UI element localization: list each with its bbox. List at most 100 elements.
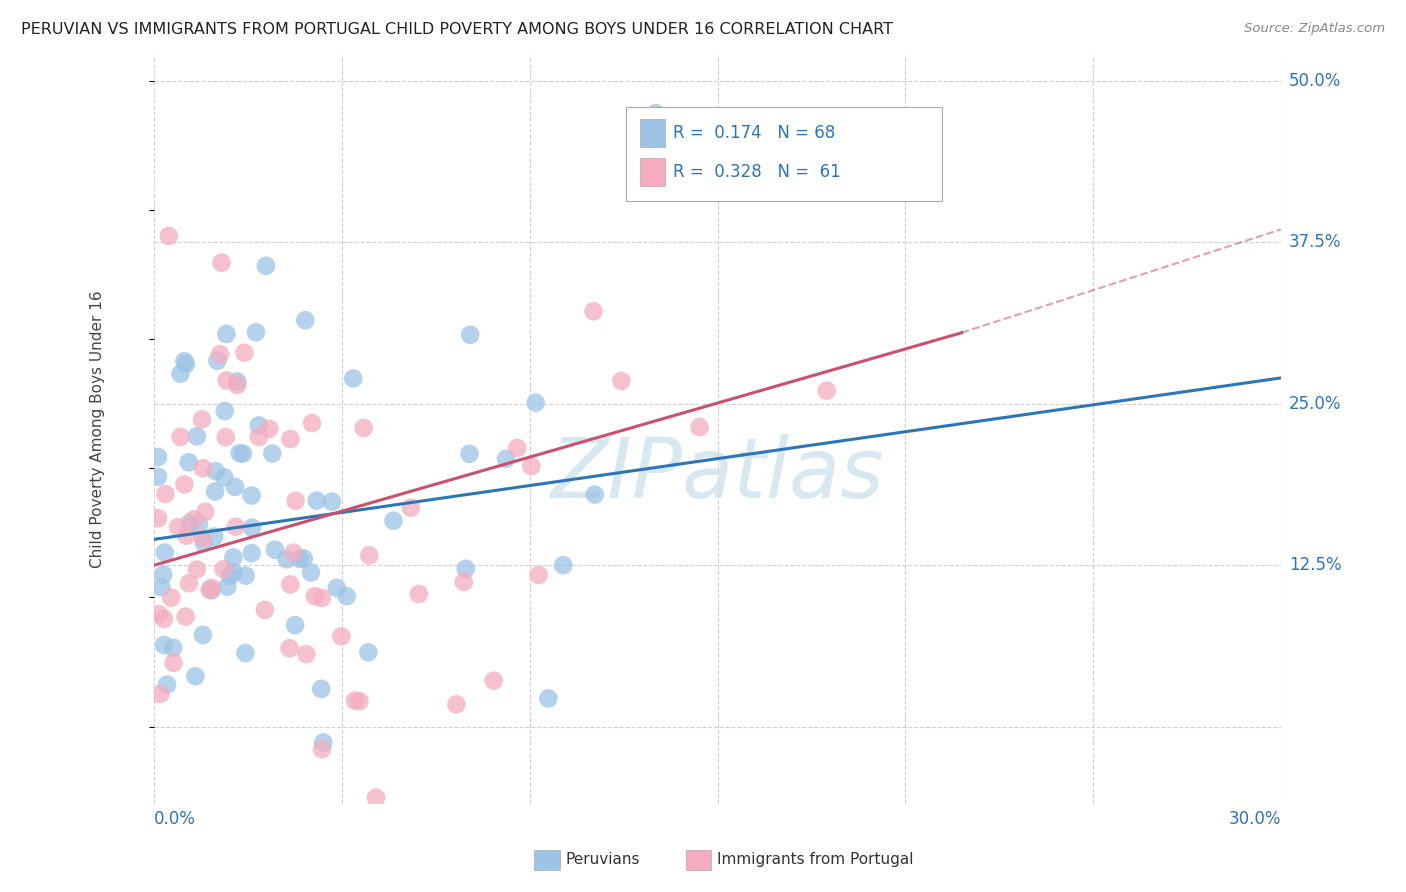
Point bbox=[253, 603, 276, 617]
Text: Immigrants from Portugal: Immigrants from Portugal bbox=[717, 853, 914, 867]
Point bbox=[186, 429, 208, 443]
Point bbox=[311, 742, 333, 756]
Point bbox=[382, 514, 405, 528]
Point bbox=[146, 450, 169, 464]
Point bbox=[204, 464, 226, 478]
Point bbox=[219, 569, 242, 583]
Text: 12.5%: 12.5% bbox=[1289, 556, 1341, 574]
Point bbox=[254, 259, 277, 273]
Point bbox=[176, 529, 198, 543]
Point bbox=[689, 420, 711, 434]
Point bbox=[278, 641, 301, 656]
Point bbox=[610, 374, 633, 388]
Point bbox=[815, 384, 838, 398]
Point bbox=[553, 558, 575, 573]
Point bbox=[184, 669, 207, 683]
Point bbox=[173, 477, 195, 491]
Point bbox=[495, 451, 517, 466]
Point bbox=[153, 612, 176, 626]
Point bbox=[226, 375, 249, 389]
Text: 25.0%: 25.0% bbox=[1289, 395, 1341, 413]
Point bbox=[150, 580, 173, 594]
Point bbox=[146, 511, 169, 525]
Point bbox=[222, 566, 245, 580]
Text: Peruvians: Peruvians bbox=[565, 853, 640, 867]
Point bbox=[284, 493, 307, 508]
Point bbox=[207, 353, 229, 368]
Point bbox=[233, 345, 256, 359]
Point bbox=[454, 562, 477, 576]
Point bbox=[359, 549, 381, 563]
Point bbox=[312, 735, 335, 749]
Text: 30.0%: 30.0% bbox=[1229, 811, 1281, 829]
Point bbox=[284, 618, 307, 632]
Point bbox=[194, 505, 217, 519]
Point bbox=[330, 629, 353, 643]
Point bbox=[453, 574, 475, 589]
Point bbox=[537, 691, 560, 706]
Point bbox=[301, 416, 323, 430]
Point bbox=[152, 567, 174, 582]
Point bbox=[292, 551, 315, 566]
Point bbox=[240, 488, 263, 502]
Point bbox=[321, 494, 343, 508]
Point bbox=[177, 455, 200, 469]
Text: R =  0.174   N = 68: R = 0.174 N = 68 bbox=[673, 124, 835, 142]
Point bbox=[162, 656, 184, 670]
Text: Child Poverty Among Boys Under 16: Child Poverty Among Boys Under 16 bbox=[90, 291, 105, 568]
Point bbox=[294, 313, 316, 327]
Point bbox=[245, 325, 267, 339]
Point bbox=[524, 395, 547, 409]
Point bbox=[191, 412, 214, 426]
Point bbox=[191, 628, 214, 642]
Text: 50.0%: 50.0% bbox=[1289, 72, 1341, 90]
Point bbox=[283, 546, 305, 560]
Point bbox=[336, 589, 359, 603]
Point bbox=[343, 693, 366, 707]
Point bbox=[169, 430, 191, 444]
Point bbox=[240, 546, 263, 560]
Point bbox=[349, 694, 371, 708]
Point bbox=[202, 530, 225, 544]
Point bbox=[191, 461, 214, 475]
Point bbox=[157, 228, 180, 243]
Point bbox=[240, 521, 263, 535]
Point bbox=[214, 470, 236, 484]
Point bbox=[458, 327, 481, 342]
Point bbox=[148, 607, 170, 622]
Point bbox=[299, 566, 322, 580]
Text: PERUVIAN VS IMMIGRANTS FROM PORTUGAL CHILD POVERTY AMONG BOYS UNDER 16 CORRELATI: PERUVIAN VS IMMIGRANTS FROM PORTUGAL CHI… bbox=[21, 22, 893, 37]
Point bbox=[288, 552, 311, 566]
Point bbox=[162, 640, 184, 655]
Point bbox=[232, 447, 254, 461]
Point bbox=[262, 446, 284, 460]
Point bbox=[278, 577, 301, 591]
Text: 0.0%: 0.0% bbox=[155, 811, 197, 829]
Point bbox=[200, 583, 222, 598]
Point bbox=[149, 687, 172, 701]
Point bbox=[506, 441, 529, 455]
Point bbox=[200, 581, 222, 595]
Point bbox=[458, 447, 481, 461]
Point bbox=[222, 550, 245, 565]
Text: R =  0.328   N =  61: R = 0.328 N = 61 bbox=[673, 163, 841, 181]
Point bbox=[188, 517, 211, 532]
Point bbox=[224, 480, 246, 494]
Point bbox=[153, 545, 176, 559]
Point bbox=[183, 512, 205, 526]
Point bbox=[215, 374, 238, 388]
Point bbox=[212, 562, 235, 576]
Point bbox=[215, 326, 238, 341]
Point bbox=[211, 255, 233, 269]
Point bbox=[582, 304, 605, 318]
Point bbox=[311, 681, 333, 696]
Point bbox=[215, 430, 238, 444]
Point bbox=[235, 568, 257, 582]
Point bbox=[353, 421, 375, 435]
Point bbox=[247, 418, 270, 433]
Point bbox=[209, 347, 232, 361]
Point bbox=[177, 576, 200, 591]
Point bbox=[305, 493, 328, 508]
Point bbox=[357, 645, 380, 659]
Point bbox=[186, 562, 208, 576]
